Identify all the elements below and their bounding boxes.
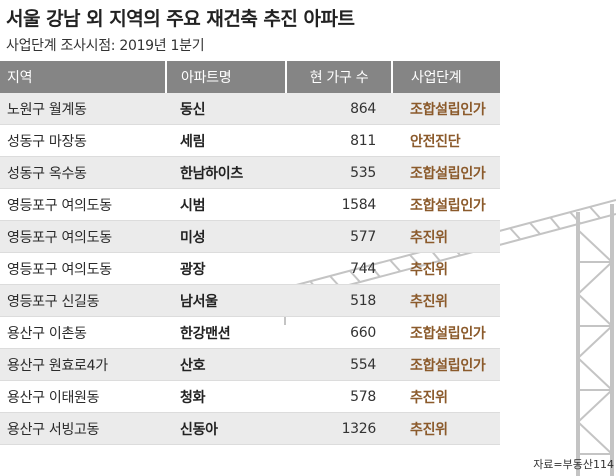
- household-count-cell: 864: [286, 93, 392, 125]
- region-cell: 용산구 이태원동: [0, 380, 166, 413]
- project-stage-cell: 추진위: [392, 284, 500, 317]
- household-count-cell: 554: [286, 348, 392, 381]
- region-cell: 영등포구 여의도동: [0, 220, 166, 253]
- region-cell: 노원구 월계동: [0, 93, 166, 125]
- table-header-row: 지역 아파트명 현 가구 수 사업단계: [0, 61, 500, 93]
- project-stage-cell: 추진위: [392, 380, 500, 413]
- table-row: 영등포구 여의도동 시범 1584 조합설립인가: [0, 188, 500, 221]
- project-stage-cell: 조합설립인가: [392, 316, 500, 349]
- household-count-cell: 811: [286, 124, 392, 157]
- project-stage-cell: 조합설립인가: [392, 188, 500, 221]
- apartment-name-cell: 남서울: [166, 284, 286, 317]
- table-row: 용산구 서빙고동 신동아 1326 추진위: [0, 412, 500, 445]
- source-credit: 자료=부동산114: [533, 458, 614, 471]
- project-stage-cell: 추진위: [392, 412, 500, 445]
- table-row: 용산구 이촌동 한강맨션 660 조합설립인가: [0, 316, 500, 349]
- table-row: 성동구 옥수동 한남하이츠 535 조합설립인가: [0, 156, 500, 189]
- table-row: 노원구 월계동 동신 864 조합설립인가: [0, 93, 500, 125]
- apartment-name-cell: 한강맨션: [166, 316, 286, 349]
- region-cell: 성동구 마장동: [0, 124, 166, 157]
- apartment-name-cell: 동신: [166, 93, 286, 125]
- table-row: 영등포구 신길동 남서울 518 추진위: [0, 284, 500, 317]
- apartment-name-cell: 산호: [166, 348, 286, 381]
- household-count-cell: 578: [286, 380, 392, 413]
- household-count-cell: 744: [286, 252, 392, 285]
- apartment-name-cell: 청화: [166, 380, 286, 413]
- region-cell: 용산구 원효로4가: [0, 348, 166, 381]
- project-stage-cell: 조합설립인가: [392, 348, 500, 381]
- region-cell: 용산구 서빙고동: [0, 412, 166, 445]
- page-title: 서울 강남 외 지역의 주요 재건축 추진 아파트: [6, 8, 355, 30]
- household-count-cell: 1584: [286, 188, 392, 221]
- table-row: 영등포구 여의도동 미성 577 추진위: [0, 220, 500, 253]
- region-cell: 영등포구 여의도동: [0, 252, 166, 285]
- table-row: 영등포구 여의도동 광장 744 추진위: [0, 252, 500, 285]
- project-stage-cell: 조합설립인가: [392, 156, 500, 189]
- reconstruction-apartments-table: 지역 아파트명 현 가구 수 사업단계 노원구 월계동 동신 864 조합설립인가 성동…: [0, 61, 500, 445]
- column-header-apartment: 아파트명: [165, 61, 286, 93]
- apartment-name-cell: 세림: [166, 124, 286, 157]
- household-count-cell: 577: [286, 220, 392, 253]
- household-count-cell: 518: [286, 284, 392, 317]
- table-row: 용산구 원효로4가 산호 554 조합설립인가: [0, 348, 500, 381]
- apartment-name-cell: 한남하이츠: [166, 156, 286, 189]
- region-cell: 영등포구 여의도동: [0, 188, 166, 221]
- household-count-cell: 1326: [286, 412, 392, 445]
- table-row: 용산구 이태원동 청화 578 추진위: [0, 380, 500, 413]
- apartment-name-cell: 시범: [166, 188, 286, 221]
- project-stage-cell: 조합설립인가: [392, 93, 500, 125]
- apartment-name-cell: 광장: [166, 252, 286, 285]
- table-body: 노원구 월계동 동신 864 조합설립인가 성동구 마장동 세림 811 안전진단 성동구 옥수…: [0, 93, 500, 445]
- region-cell: 성동구 옥수동: [0, 156, 166, 189]
- project-stage-cell: 추진위: [392, 220, 500, 253]
- region-cell: 영등포구 신길동: [0, 284, 166, 317]
- project-stage-cell: 추진위: [392, 252, 500, 285]
- region-cell: 용산구 이촌동: [0, 316, 166, 349]
- column-header-stage: 사업단계: [391, 61, 500, 93]
- table-row: 성동구 마장동 세림 811 안전진단: [0, 124, 500, 157]
- survey-period-note: 사업단계 조사시점: 2019년 1분기: [6, 38, 205, 54]
- column-header-region: 지역: [0, 61, 166, 93]
- household-count-cell: 535: [286, 156, 392, 189]
- apartment-name-cell: 신동아: [166, 412, 286, 445]
- project-stage-cell: 안전진단: [392, 124, 500, 157]
- column-header-households: 현 가구 수: [285, 61, 392, 93]
- apartment-name-cell: 미성: [166, 220, 286, 253]
- household-count-cell: 660: [286, 316, 392, 349]
